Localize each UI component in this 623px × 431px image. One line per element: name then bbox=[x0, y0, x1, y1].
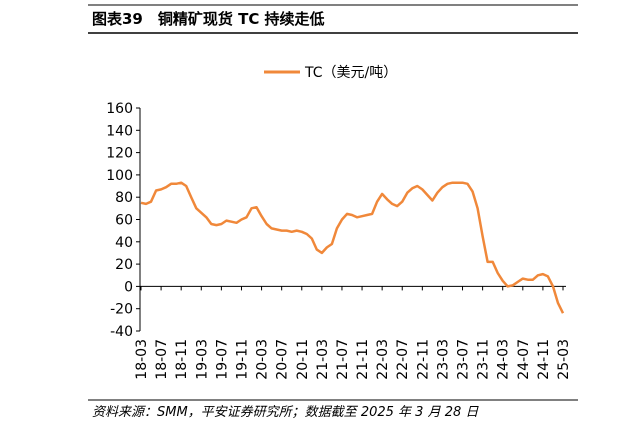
y-tick-label: 40 bbox=[115, 235, 133, 251]
x-tick-label: 20-11 bbox=[295, 339, 311, 380]
x-tick-label: 20-07 bbox=[275, 339, 291, 380]
y-tick-label: 120 bbox=[106, 146, 133, 162]
x-tick-label: 25-03 bbox=[556, 339, 572, 380]
x-tick-label: 21-07 bbox=[335, 339, 351, 380]
x-tick-label: 19-03 bbox=[194, 339, 210, 380]
x-tick-label: 22-07 bbox=[395, 339, 411, 380]
y-tick-label: 140 bbox=[106, 123, 133, 139]
y-tick-label: 160 bbox=[106, 101, 133, 117]
x-tick-label: 24-07 bbox=[516, 339, 532, 380]
x-tick-label: 22-03 bbox=[375, 339, 391, 380]
y-tick-label: 100 bbox=[106, 168, 133, 184]
y-tick-label: 60 bbox=[115, 213, 133, 229]
x-tick-label: 20-03 bbox=[255, 339, 271, 380]
x-tick-label: 21-11 bbox=[355, 339, 371, 380]
y-tick-label: 20 bbox=[115, 257, 133, 273]
x-tick-label: 24-11 bbox=[536, 339, 552, 380]
legend-label: TC（美元/吨） bbox=[304, 65, 397, 81]
y-tick-label: 0 bbox=[124, 279, 133, 295]
x-tick-label: 23-11 bbox=[476, 339, 492, 380]
x-tick-label: 19-07 bbox=[214, 339, 230, 380]
x-tick-label: 19-11 bbox=[234, 339, 250, 380]
source: 资料来源：SMM，平安证券研究所；数据截至 2025 年 3 月 28 日 bbox=[92, 404, 479, 420]
line-series bbox=[140, 181, 565, 314]
x-tick-label: 18-07 bbox=[154, 339, 170, 380]
x-tick-label: 24-03 bbox=[496, 339, 512, 380]
x-tick-label: 22-11 bbox=[415, 339, 431, 380]
x-tick-label: 18-03 bbox=[134, 339, 150, 380]
x-tick-label: 18-11 bbox=[174, 339, 190, 380]
x-tick-label: 23-03 bbox=[435, 339, 451, 380]
x-tick-label: 23-07 bbox=[456, 339, 472, 380]
y-tick-label: -20 bbox=[110, 302, 133, 318]
y-tick-label: -40 bbox=[110, 324, 133, 340]
chart-title: 图表39 铜精矿现货 TC 持续走低 bbox=[92, 10, 325, 28]
y-tick-label: 80 bbox=[115, 190, 133, 206]
x-tick-label: 21-03 bbox=[315, 339, 331, 380]
